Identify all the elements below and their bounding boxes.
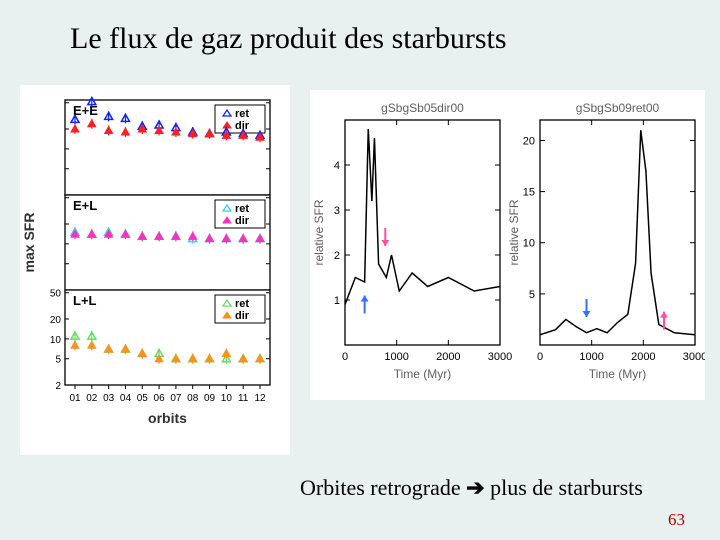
svg-text:gSbgSb09ret00: gSbgSb09ret00 [576, 101, 660, 115]
svg-text:E+L: E+L [73, 198, 97, 213]
svg-text:1000: 1000 [384, 351, 408, 363]
svg-text:Time (Myr): Time (Myr) [394, 367, 452, 381]
svg-text:2: 2 [55, 381, 61, 392]
svg-text:01: 01 [69, 393, 81, 404]
svg-text:10: 10 [221, 393, 233, 404]
svg-text:04: 04 [120, 393, 132, 404]
svg-text:Time (Myr): Time (Myr) [589, 367, 647, 381]
svg-text:20: 20 [50, 315, 62, 326]
svg-text:10: 10 [50, 335, 62, 346]
svg-text:max SFR: max SFR [21, 213, 37, 273]
svg-text:0: 0 [342, 351, 348, 363]
svg-text:ret: ret [235, 298, 249, 310]
svg-text:06: 06 [154, 393, 166, 404]
svg-text:3: 3 [334, 205, 340, 217]
svg-text:2: 2 [334, 250, 340, 262]
left-scatter-figure: E+EretdirE+LretdirL+Lretdir0102030405060… [20, 85, 290, 455]
svg-text:1000: 1000 [579, 351, 603, 363]
svg-text:15: 15 [523, 187, 535, 199]
svg-text:11: 11 [238, 393, 249, 404]
svg-text:50: 50 [50, 289, 62, 300]
svg-text:12: 12 [254, 393, 266, 404]
slide-title: Le flux de gaz produit des starbursts [70, 22, 507, 56]
svg-text:0: 0 [537, 351, 543, 363]
svg-text:4: 4 [334, 160, 340, 172]
page-number: 63 [668, 510, 685, 530]
svg-text:2000: 2000 [436, 351, 460, 363]
svg-text:5: 5 [529, 289, 535, 301]
svg-text:L+L: L+L [73, 293, 97, 308]
svg-text:2000: 2000 [631, 351, 655, 363]
svg-text:02: 02 [86, 393, 98, 404]
caption-part-2: plus de starbursts [485, 475, 643, 500]
right-line-figure: gSbgSb05dir00 0 1000 2000 3000 1 2 3 4 Time (Myr)… [310, 90, 705, 400]
svg-text:08: 08 [187, 393, 199, 404]
svg-text:03: 03 [103, 393, 115, 404]
svg-text:1: 1 [334, 295, 340, 307]
arrow-icon: ➔ [466, 475, 484, 500]
svg-text:relative SFR: relative SFR [507, 199, 521, 265]
svg-text:09: 09 [204, 393, 216, 404]
svg-text:relative SFR: relative SFR [312, 199, 326, 265]
svg-text:dir: dir [235, 310, 250, 322]
svg-text:3000: 3000 [488, 351, 512, 363]
svg-text:dir: dir [235, 215, 250, 227]
svg-text:10: 10 [523, 238, 535, 250]
caption-part-1: Orbites retrograde [300, 475, 466, 500]
svg-text:20: 20 [523, 135, 535, 147]
svg-text:5: 5 [55, 355, 61, 366]
svg-text:ret: ret [235, 203, 249, 215]
svg-text:ret: ret [235, 108, 249, 120]
svg-text:05: 05 [137, 393, 149, 404]
svg-text:07: 07 [170, 393, 182, 404]
caption-text: Orbites retrograde ➔ plus de starbursts [300, 475, 643, 501]
svg-text:gSbgSb05dir00: gSbgSb05dir00 [381, 101, 464, 115]
svg-text:orbits: orbits [148, 410, 187, 426]
svg-text:3000: 3000 [683, 351, 705, 363]
